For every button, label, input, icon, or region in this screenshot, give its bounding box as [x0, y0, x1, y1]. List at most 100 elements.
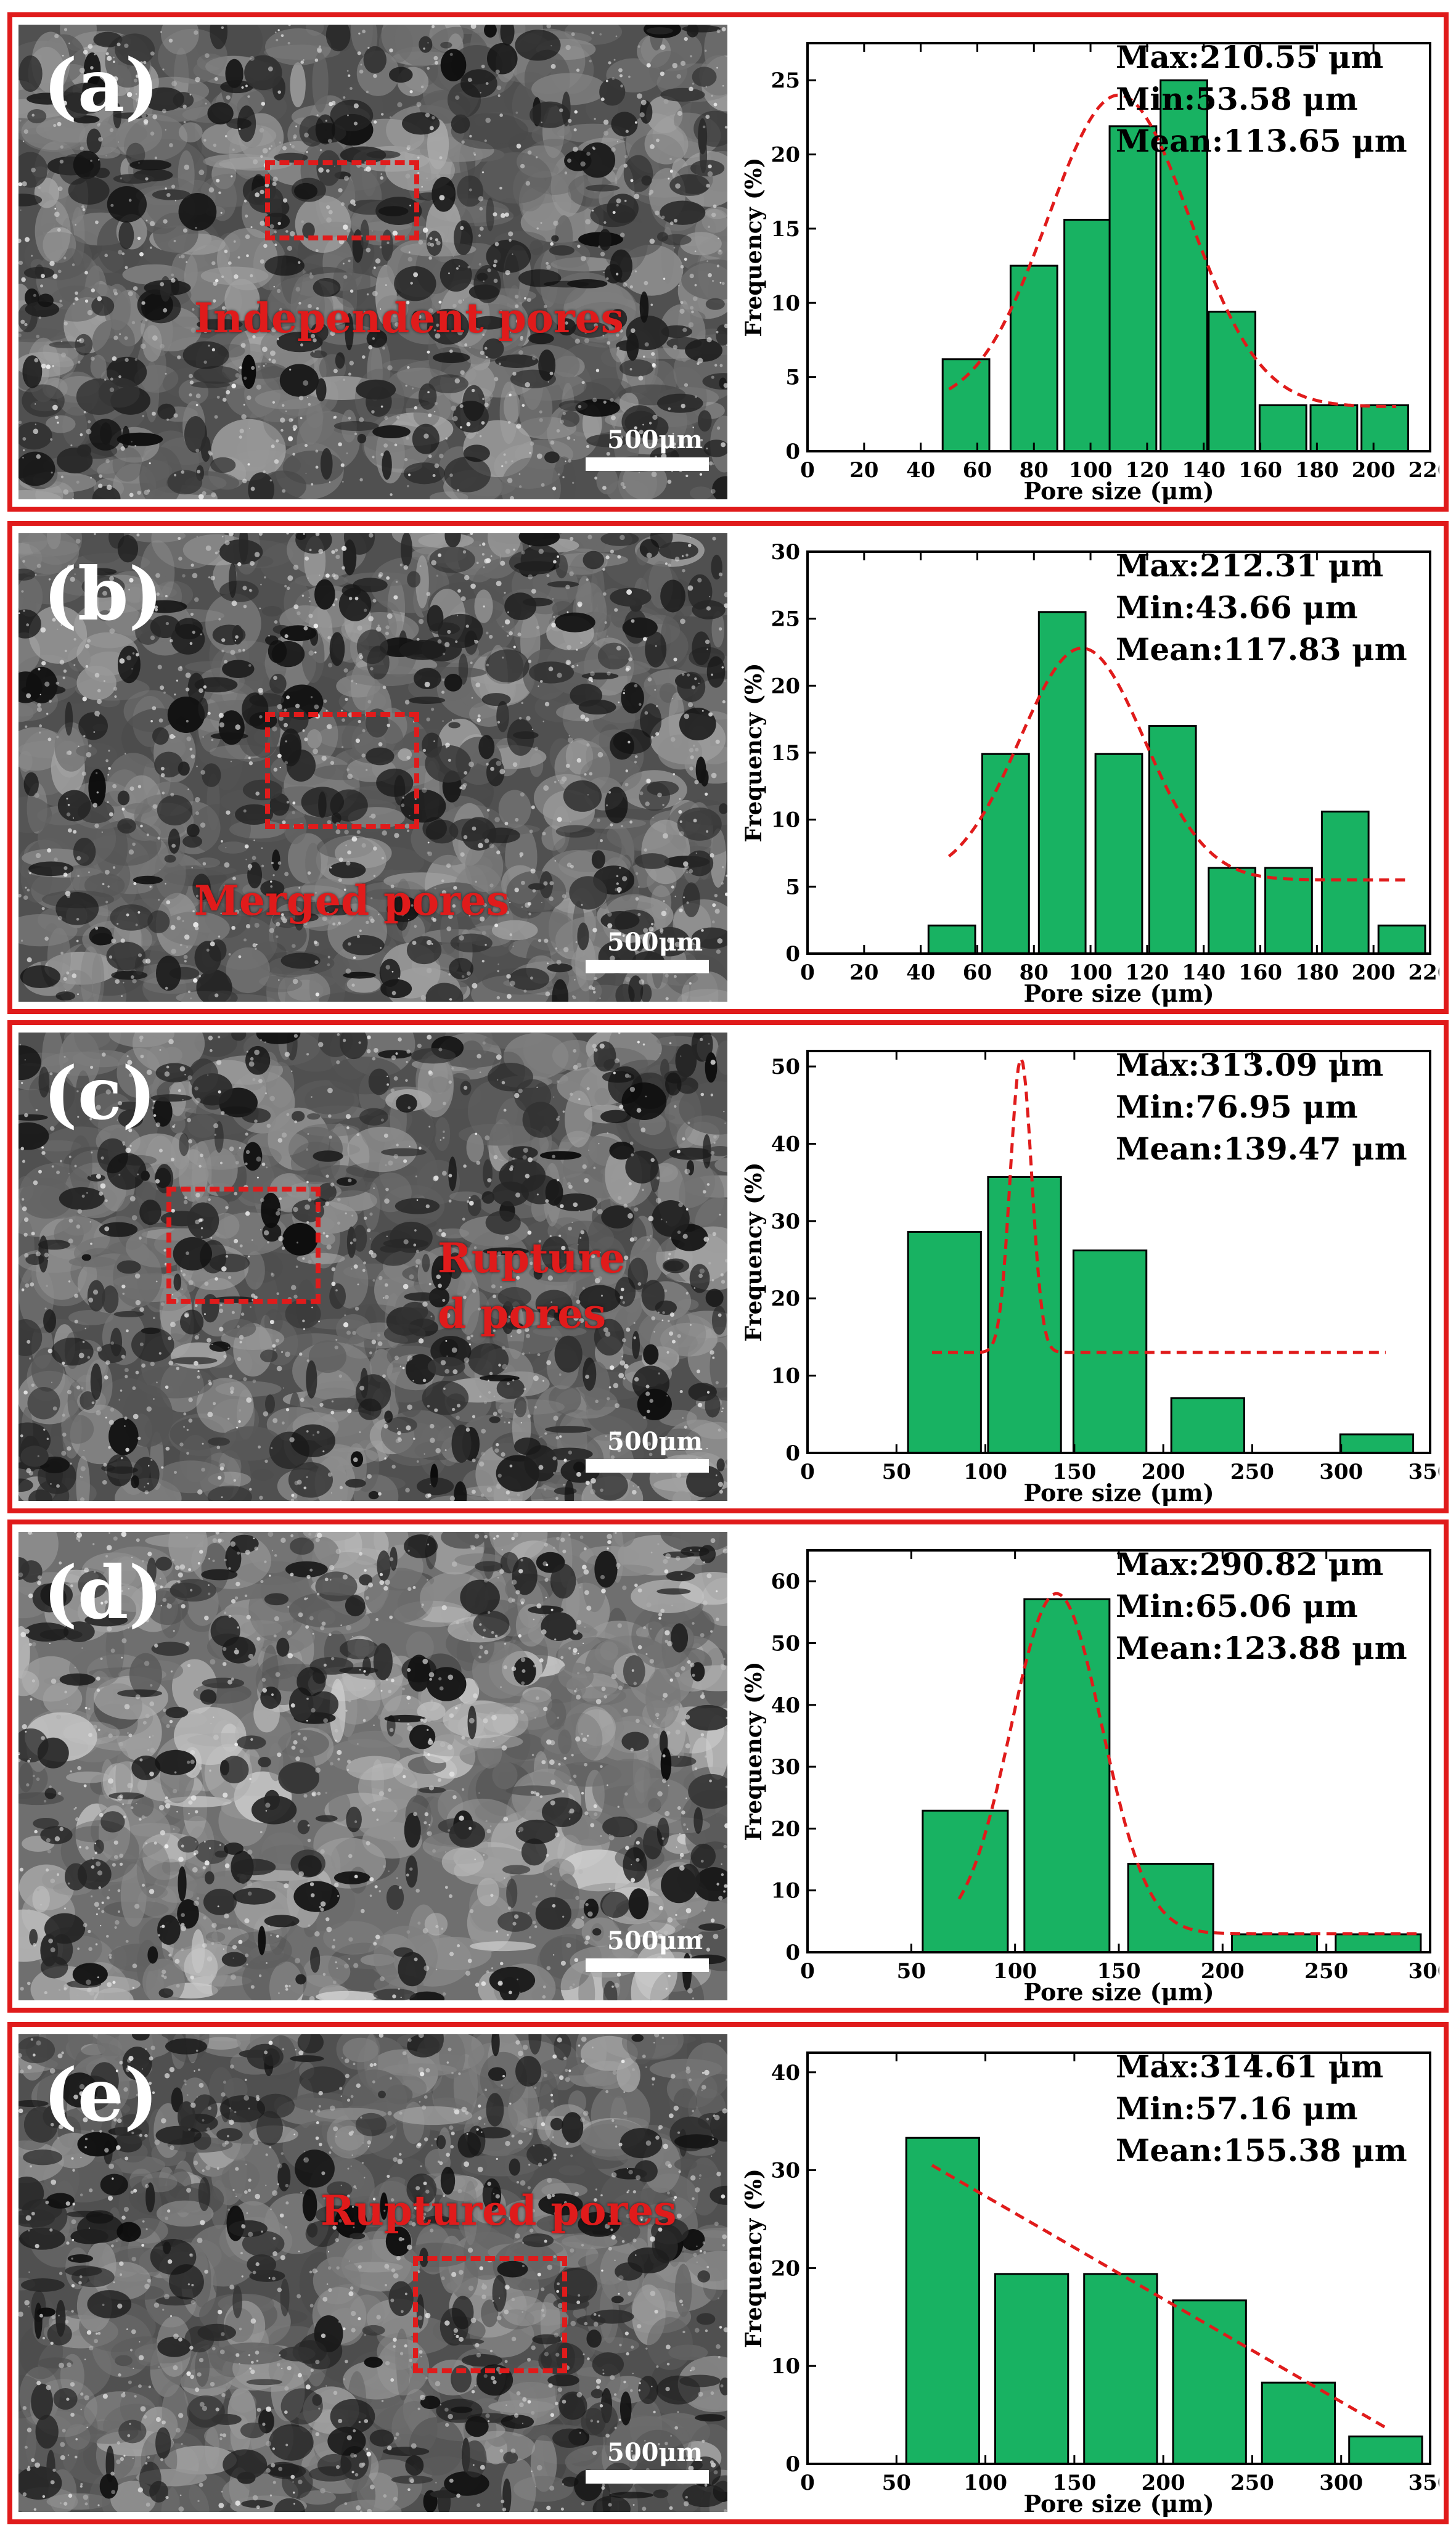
histogram-svg: 0 50 100 150 200 250 300 350 0 10 20 30 40 Pore size …	[741, 2048, 1452, 2518]
y-axis-label: Frequency (%)	[741, 158, 767, 337]
panel-label: (b)	[43, 551, 163, 637]
fit-curve	[931, 2164, 1390, 2431]
y-tick-label: 5	[785, 875, 800, 899]
sem-texture	[18, 533, 727, 1002]
panel-label: (e)	[43, 2052, 158, 2138]
sem-micrograph: (b) Merged pores 500μm	[18, 533, 727, 1002]
stats-text: Min:53.58 μm	[1116, 81, 1358, 117]
x-tick-label: 100	[1069, 960, 1113, 985]
scale-bar-label: 500μm	[607, 928, 703, 957]
histogram-bar	[1208, 311, 1257, 452]
x-tick-label: 60	[963, 458, 992, 483]
x-tick-label: 350	[1409, 1460, 1439, 1484]
y-axis-label: Frequency (%)	[741, 2169, 767, 2348]
x-axis-label: Pore size (μm)	[1023, 477, 1214, 505]
histogram-bar	[1083, 2273, 1158, 2465]
histogram-bar	[1037, 611, 1087, 955]
pore-annotation: Rupture	[438, 1234, 626, 1282]
stats-text: Min:57.16 μm	[1116, 2090, 1358, 2127]
panel-frame	[7, 12, 1449, 512]
scale-bar	[586, 1459, 709, 1473]
y-tick-label: 50	[771, 1055, 800, 1079]
stats-text: Mean:117.83 μm	[1116, 631, 1407, 668]
stats-text: Mean:155.38 μm	[1116, 2132, 1407, 2169]
stats-text: Max:210.55 μm	[1116, 39, 1383, 75]
plot-frame	[806, 2051, 1431, 2465]
histogram-bar	[1261, 2381, 1336, 2465]
x-tick-label: 40	[906, 458, 935, 483]
sem-micrograph: (c) Rupture d pores 500μm	[18, 1033, 727, 1501]
stats-text: Min:76.95 μm	[1116, 1089, 1358, 1125]
y-tick-label: 25	[771, 607, 800, 632]
y-tick-label: 0	[785, 440, 800, 464]
x-tick-label: 0	[800, 960, 815, 985]
stats-text: Mean:123.88 μm	[1116, 1630, 1407, 1666]
region-of-interest-box	[413, 2256, 567, 2373]
y-axis-label: Frequency (%)	[741, 1163, 767, 1342]
histogram-bar	[927, 924, 976, 955]
x-tick-label: 150	[1052, 1460, 1096, 1484]
x-tick-label: 160	[1238, 960, 1282, 985]
x-axis-label: Pore size (μm)	[1023, 1479, 1214, 1507]
y-tick-label: 10	[771, 291, 800, 316]
y-tick-label: 40	[771, 2061, 800, 2085]
x-axis-label: Pore size (μm)	[1023, 1978, 1214, 2006]
sem-micrograph: (e) Ruptured pores 500μm	[18, 2034, 727, 2512]
sem-texture	[18, 2034, 727, 2512]
x-tick-label: 220	[1409, 960, 1439, 985]
region-of-interest-box	[265, 160, 419, 240]
histogram-bar	[1377, 924, 1426, 955]
sem-micrograph: (a) Independent pores 500μm	[18, 25, 727, 499]
y-tick-label: 60	[771, 1569, 800, 1594]
x-tick-label: 300	[1319, 2471, 1363, 2495]
x-tick-label: 20	[849, 960, 878, 985]
histogram-bar	[1094, 753, 1143, 955]
y-tick-label: 30	[771, 540, 800, 565]
y-tick-label: 30	[771, 2159, 800, 2183]
x-tick-label: 350	[1409, 2471, 1439, 2495]
x-tick-label: 200	[1142, 2471, 1185, 2495]
x-tick-label: 100	[993, 1959, 1037, 1984]
histogram-svg: 0 50 100 150 200 250 300 0 10 20 30 40 50 60 Pore size…	[741, 1546, 1452, 2006]
histogram-chart: 0 20 40 60 80 100 120 140 160 180 200 220 0 5 10 15 20 25…	[737, 18, 1452, 505]
fit-curve	[947, 646, 1408, 881]
stats-text: Max:314.61 μm	[1116, 2048, 1383, 2085]
x-tick-label: 150	[1052, 2471, 1096, 2495]
scale-bar	[586, 960, 709, 973]
y-axis-label: Frequency (%)	[741, 1662, 767, 1841]
x-tick-label: 20	[849, 458, 878, 483]
x-tick-label: 150	[1097, 1959, 1141, 1984]
x-axis-label: Pore size (μm)	[1023, 980, 1214, 1007]
y-tick-label: 15	[771, 217, 800, 242]
histogram-bar	[907, 1230, 982, 1454]
x-tick-label: 80	[1020, 458, 1049, 483]
panel-label: (a)	[43, 43, 160, 128]
x-tick-label: 140	[1182, 458, 1225, 483]
x-tick-label: 80	[1020, 960, 1049, 985]
y-tick-label: 50	[771, 1631, 800, 1656]
x-tick-label: 100	[1069, 458, 1113, 483]
fit-curve	[957, 1592, 1420, 1936]
stats-text: Min:43.66 μm	[1116, 589, 1358, 626]
fit-curve	[932, 1055, 1386, 1354]
stats-text: Mean:113.65 μm	[1116, 123, 1407, 159]
y-tick-label: 0	[785, 1941, 800, 1965]
y-tick-label: 20	[771, 1286, 800, 1311]
histogram-bar	[1335, 1933, 1422, 1953]
scale-bar-label: 500μm	[607, 2438, 703, 2467]
histogram-bar	[1230, 1933, 1319, 1953]
sem-micrograph: (d) 500μm	[18, 1532, 727, 2000]
stats-text: Max:290.82 μm	[1116, 1546, 1383, 1582]
panel-frame	[7, 1520, 1449, 2013]
stats-text: Max:313.09 μm	[1116, 1047, 1383, 1083]
histogram-bar	[1063, 218, 1112, 452]
histogram-bar	[1170, 1397, 1245, 1454]
x-tick-label: 220	[1409, 458, 1439, 483]
x-tick-label: 300	[1409, 1959, 1439, 1984]
plot-frame	[806, 42, 1431, 452]
x-tick-label: 100	[963, 1460, 1007, 1484]
x-tick-label: 200	[1142, 1460, 1185, 1484]
x-tick-label: 0	[800, 1959, 815, 1984]
y-axis-label: Frequency (%)	[741, 663, 767, 843]
